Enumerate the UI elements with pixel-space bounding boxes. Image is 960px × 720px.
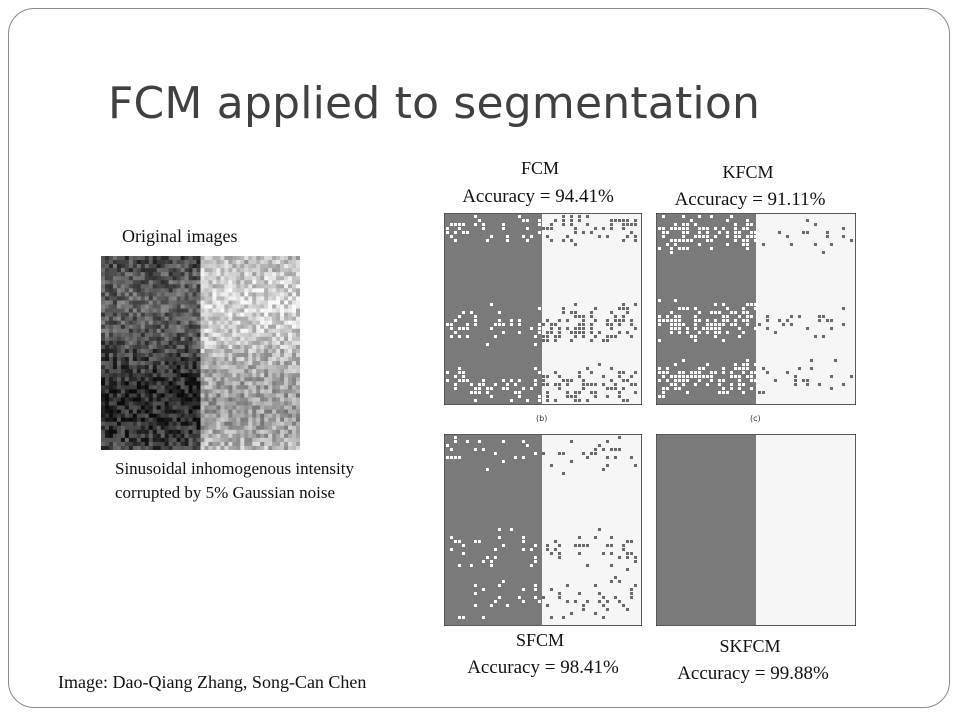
- kfcm-method-label: KFCM: [722, 162, 774, 182]
- fcm-result-image: [444, 213, 642, 405]
- skfcm-result-image: [656, 434, 856, 626]
- fcm-method-label: FCM: [520, 158, 560, 178]
- slide-title: FCM applied to segmentation: [108, 78, 761, 129]
- kfcm-result-image: [656, 213, 856, 405]
- sfcm-result-image: [444, 434, 642, 626]
- fcm-accuracy-label: Accuracy = 94.41%: [462, 186, 614, 207]
- original-images-label: Original images: [122, 226, 238, 246]
- image-caption: Sinusoidal inhomogenous intensity corrup…: [115, 459, 354, 502]
- kfcm-accuracy-label: Accuracy = 91.11%: [674, 189, 826, 210]
- sublabel-c: (c): [750, 414, 761, 423]
- skfcm-method-label: SKFCM: [719, 636, 781, 656]
- original-image: [101, 256, 300, 450]
- image-credit: Image: Dao-Qiang Zhang, Song-Can Chen: [58, 672, 367, 692]
- original-noisy-image: [101, 256, 300, 450]
- sfcm-accuracy-label: Accuracy = 98.41%: [467, 657, 619, 678]
- sublabel-b: (b): [536, 414, 548, 423]
- sfcm-method-label: SFCM: [515, 630, 565, 650]
- skfcm-accuracy-label: Accuracy = 99.88%: [677, 663, 829, 684]
